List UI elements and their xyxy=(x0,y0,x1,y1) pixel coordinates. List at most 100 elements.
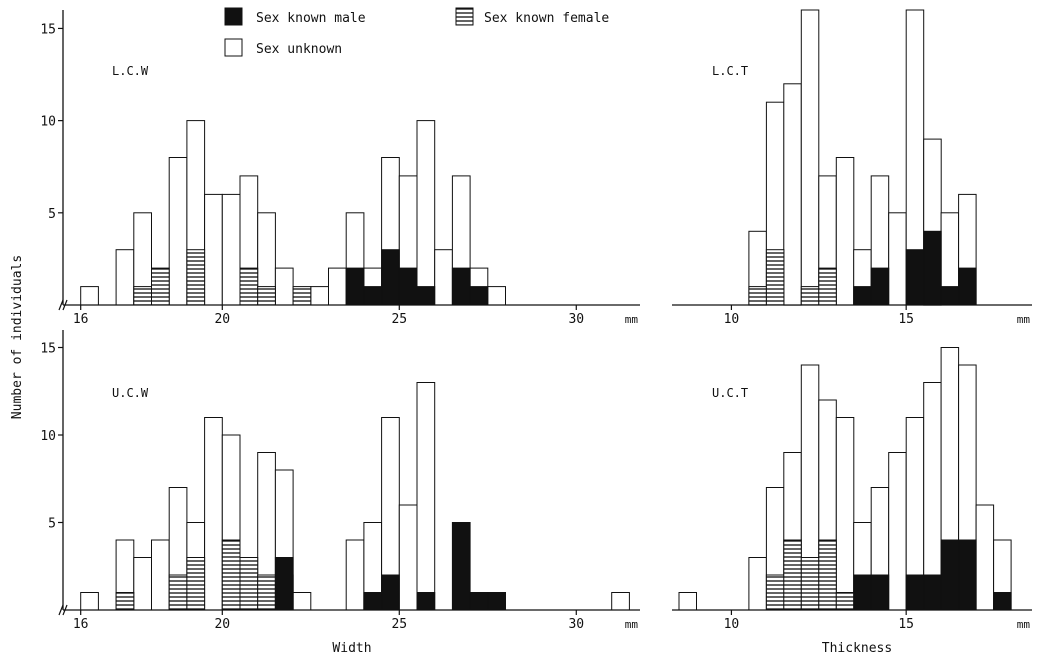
panel-label: L.C.W xyxy=(112,64,149,78)
x-tick-label: 20 xyxy=(214,312,230,327)
bar-female-1 xyxy=(168,574,188,611)
x-unit-label: mm xyxy=(1017,618,1031,631)
panel-label: U.C.T xyxy=(712,386,748,400)
x-tick-label: 10 xyxy=(724,617,740,632)
bar-unknown-17 xyxy=(434,249,453,306)
bar-male-1 xyxy=(363,286,383,306)
bar-female-3 xyxy=(221,539,241,611)
legend-label-female: Sex known female xyxy=(484,11,609,26)
bar-male-6 xyxy=(469,286,489,306)
bar-unknown-3 xyxy=(800,9,820,306)
x-tick-label: 16 xyxy=(73,617,89,632)
x-unit-label: mm xyxy=(1017,313,1031,326)
bar-unknown-2 xyxy=(783,83,802,306)
x-tick-label: 30 xyxy=(568,617,584,632)
panel-lct: 10 15 mm L.C.T xyxy=(672,9,1032,327)
y-tick-label: 10 xyxy=(40,429,56,444)
bar-male-5 xyxy=(958,539,977,611)
bar-male-6 xyxy=(487,592,506,611)
legend-swatch-male xyxy=(224,7,243,26)
bar-male-3 xyxy=(416,592,436,611)
bar-female-2 xyxy=(800,286,820,306)
bar-unknown-9 xyxy=(274,267,294,306)
bar-male-5 xyxy=(469,592,489,611)
panel-uct: 10 15 mm U.C.T Thickness xyxy=(672,347,1032,656)
x-unit-label: mm xyxy=(625,313,639,326)
y-tick-label: 15 xyxy=(40,342,56,357)
bar-unknown-20 xyxy=(487,286,506,306)
bar-male-6 xyxy=(993,592,1012,611)
bar-unknown-0 xyxy=(80,286,99,306)
bar-female-1 xyxy=(765,249,785,306)
legend-label-unknown: Sex unknown xyxy=(256,42,342,57)
bar-male-1 xyxy=(870,574,890,611)
legend-label-male: Sex known male xyxy=(256,11,366,26)
x-tick-label: 16 xyxy=(73,312,89,327)
x-tick-label: 25 xyxy=(391,312,407,327)
bar-unknown-1 xyxy=(748,557,767,611)
bar-unknown-14 xyxy=(398,504,418,611)
bar-unknown-16 xyxy=(611,592,630,611)
bar-unknown-6 xyxy=(835,417,855,611)
bar-male-4 xyxy=(940,539,960,611)
x-axis-title: Thickness xyxy=(822,641,892,656)
bar-female-0 xyxy=(133,286,153,306)
x-tick-label: 15 xyxy=(898,312,914,327)
bar-unknown-11 xyxy=(345,539,365,611)
bar-female-3 xyxy=(818,539,837,611)
bar-male-3 xyxy=(923,230,942,306)
bar-female-5 xyxy=(257,574,276,611)
x-tick-label: 20 xyxy=(214,617,230,632)
bar-male-3 xyxy=(398,267,418,306)
bar-male-0 xyxy=(853,574,872,611)
x-tick-label: 30 xyxy=(568,312,584,327)
bar-male-5 xyxy=(451,267,471,306)
axis-break-mark xyxy=(58,299,68,311)
bar-male-4 xyxy=(416,286,436,306)
panel-lcw: 5 10 15 16 20 25 30 mm L.C.W xyxy=(40,10,640,327)
panel-label: L.C.T xyxy=(712,64,748,78)
bar-male-0 xyxy=(345,267,365,306)
bar-male-3 xyxy=(923,574,942,611)
bar-unknown-1 xyxy=(115,249,135,306)
bar-unknown-6 xyxy=(204,417,223,611)
bar-male-2 xyxy=(381,574,400,611)
panel-label: U.C.W xyxy=(112,386,149,400)
bar-unknown-14 xyxy=(975,504,995,611)
bar-unknown-3 xyxy=(151,539,170,611)
bar-female-4 xyxy=(239,557,259,611)
y-tick-label: 10 xyxy=(40,115,56,130)
bar-male-4 xyxy=(451,522,471,611)
panel-ucw: 5 10 15 16 20 25 30 mm U.C.W Width xyxy=(40,330,640,656)
bar-male-1 xyxy=(363,592,383,611)
bar-male-2 xyxy=(905,574,925,611)
bar-unknown-0 xyxy=(80,592,99,611)
bar-unknown-5 xyxy=(835,157,855,306)
bar-unknown-6 xyxy=(221,193,241,306)
bar-female-4 xyxy=(257,286,276,306)
bar-unknown-9 xyxy=(888,452,907,611)
bar-male-2 xyxy=(905,249,925,306)
y-tick-label: 5 xyxy=(48,207,56,222)
bar-unknown-3 xyxy=(168,157,188,306)
bar-female-3 xyxy=(239,267,259,306)
bar-female-2 xyxy=(186,557,206,611)
x-unit-label: mm xyxy=(625,618,639,631)
bar-unknown-8 xyxy=(888,212,907,306)
y-tick-label: 15 xyxy=(40,22,56,37)
legend-swatch-female xyxy=(455,7,474,26)
y-axis-title: Number of individuals xyxy=(10,255,25,419)
bar-unknown-10 xyxy=(292,592,312,611)
bar-female-0 xyxy=(765,574,785,611)
bar-unknown-11 xyxy=(328,267,347,306)
bar-female-0 xyxy=(748,286,767,306)
bar-female-5 xyxy=(292,286,312,306)
bar-female-2 xyxy=(186,249,206,306)
bar-female-2 xyxy=(800,557,820,611)
bar-male-4 xyxy=(940,286,960,306)
x-tick-label: 25 xyxy=(391,617,407,632)
bar-unknown-15 xyxy=(416,382,436,611)
legend-swatch-unknown xyxy=(224,38,243,57)
legend: Sex known male Sex known female Sex unkn… xyxy=(224,7,609,57)
